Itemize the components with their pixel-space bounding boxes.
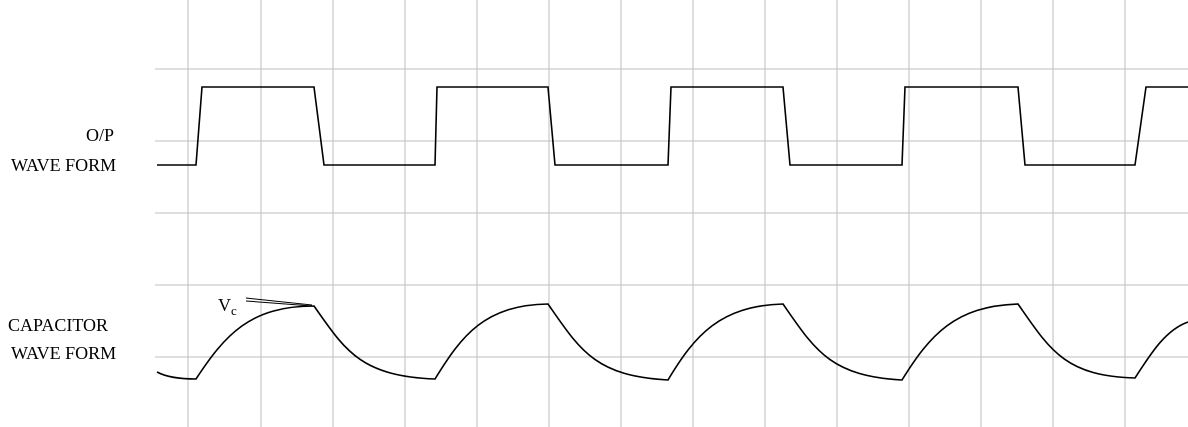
output-square-wave [157,86,1188,166]
vc-label-main: V [218,295,231,315]
capacitor-waveform-label-line1: CAPACITOR [8,315,108,335]
capacitor-wave [156,303,1188,381]
vc-pointer-line [245,297,313,306]
vc-label-subscript: c [231,303,237,318]
capacitor-waveform-label-line2: WAVE FORM [11,343,116,363]
grid [155,0,1188,427]
output-waveform-label-line2: WAVE FORM [11,155,116,175]
output-waveform-label-line1: O/P [86,125,114,145]
vc-label: Vc [218,295,237,318]
vc-pointer-line [245,300,313,307]
